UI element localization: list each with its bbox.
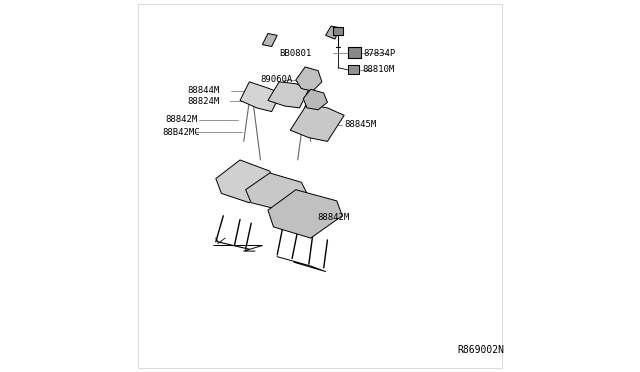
Text: 88842M: 88842M [317,213,349,222]
Polygon shape [246,173,307,210]
Text: 88845M: 88845M [344,120,376,129]
Text: 88824M: 88824M [188,97,220,106]
Polygon shape [303,89,328,110]
Polygon shape [291,104,344,141]
Text: 88810M: 88810M [363,65,395,74]
Text: 89060A: 89060A [260,76,292,84]
Polygon shape [262,33,277,46]
Polygon shape [268,82,309,108]
Text: BB0801: BB0801 [279,49,311,58]
FancyBboxPatch shape [348,65,359,74]
FancyBboxPatch shape [348,47,361,58]
Text: 88B42MC: 88B42MC [162,128,200,137]
Text: R869002N: R869002N [458,345,504,355]
Text: 88844M: 88844M [188,86,220,95]
Text: 88842M: 88842M [166,115,198,124]
Text: 87834P: 87834P [363,49,396,58]
Polygon shape [268,190,342,238]
Polygon shape [296,67,322,91]
FancyBboxPatch shape [333,27,344,35]
Polygon shape [240,82,281,112]
Polygon shape [216,160,275,203]
Polygon shape [326,26,340,39]
